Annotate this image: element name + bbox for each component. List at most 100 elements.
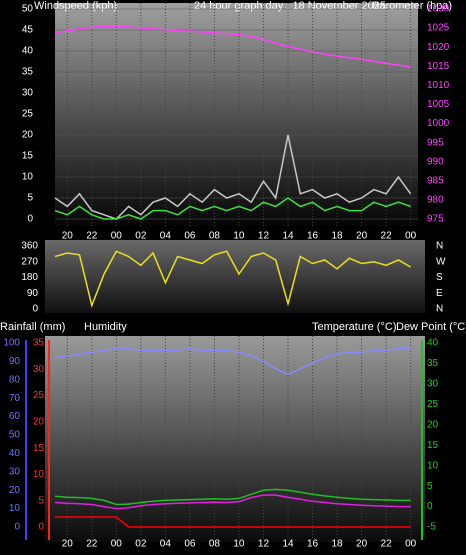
y-tick-label: 70 — [9, 393, 21, 404]
y2-tick-label: 35 — [427, 358, 439, 369]
y-tick-label: 90 — [27, 288, 39, 299]
y-tick-label: 90 — [9, 356, 21, 367]
y-tick-label: 270 — [21, 256, 38, 267]
y-tick-label: 0 — [32, 304, 38, 315]
x-tick-label: 22 — [381, 231, 393, 242]
y-tick-label: 25 — [22, 109, 34, 120]
legend-label: Dew Point (°C) — [396, 321, 466, 333]
chart-title: 24 hour graph day : 18 November 2025 — [194, 0, 386, 12]
y-tick-label: 30 — [9, 466, 21, 477]
plot-bg — [45, 336, 425, 542]
x-tick-label: 10 — [233, 539, 245, 550]
y3-tick-label: 20 — [33, 416, 45, 427]
y-axis-label: Windspeed (kph) — [34, 0, 117, 12]
plot-bg — [45, 240, 425, 313]
legend-label: Temperature (°C) — [312, 321, 396, 333]
y-tick-label: 100 — [3, 338, 20, 349]
y2-tick-label: 1005 — [427, 99, 450, 110]
y2-tick-label: S — [436, 272, 443, 283]
y-tick-label: 360 — [21, 241, 38, 252]
x-tick-label: 18 — [331, 231, 343, 242]
y2-tick-label: 20 — [427, 419, 439, 430]
plot-bg — [55, 3, 418, 226]
y-tick-label: 50 — [9, 430, 21, 441]
y2-tick-label: W — [436, 256, 446, 267]
y-tick-label: 10 — [22, 172, 34, 183]
y-tick-label: 180 — [21, 272, 38, 283]
y2-tick-label: 1030 — [427, 4, 450, 15]
y-tick-label: 35 — [22, 67, 34, 78]
y2-tick-label: E — [436, 288, 443, 299]
y2-tick-label: 0 — [427, 501, 433, 512]
series-line — [54, 347, 411, 376]
y3-tick-label: 30 — [33, 364, 45, 375]
x-tick-label: 04 — [160, 539, 172, 550]
x-tick-label: 22 — [86, 539, 98, 550]
y-tick-label: 20 — [22, 130, 34, 141]
y2-tick-label: 30 — [427, 379, 439, 390]
y-tick-label: 15 — [22, 151, 34, 162]
x-tick-label: 04 — [160, 231, 172, 242]
x-tick-label: 00 — [405, 231, 417, 242]
y-tick-label: 5 — [27, 193, 33, 204]
y2-tick-label: 1020 — [427, 42, 450, 53]
y2-tick-label: 1000 — [427, 118, 450, 129]
y2-tick-label: N — [436, 241, 443, 252]
legend-label: Rainfall (mm) — [0, 321, 65, 333]
x-tick-label: 16 — [307, 231, 319, 242]
y2-tick-label: 995 — [427, 137, 444, 148]
y3-tick-label: 10 — [33, 469, 45, 480]
y-tick-label: 80 — [9, 374, 21, 385]
x-tick-label: 20 — [62, 231, 74, 242]
y-tick-label: 40 — [22, 46, 34, 57]
series-line — [54, 494, 411, 510]
x-tick-label: 08 — [209, 539, 221, 550]
y2-tick-label: 25 — [427, 399, 439, 410]
series-line — [54, 25, 411, 68]
y2-tick-label: 1015 — [427, 61, 450, 72]
x-tick-label: 10 — [233, 231, 245, 242]
x-tick-label: 20 — [356, 539, 368, 550]
x-tick-label: 02 — [135, 231, 147, 242]
x-tick-label: 14 — [282, 539, 294, 550]
x-tick-label: 06 — [184, 539, 196, 550]
y2-tick-label: 980 — [427, 195, 444, 206]
series-line — [54, 250, 411, 308]
y-tick-label: 30 — [22, 88, 34, 99]
series-line — [54, 488, 411, 506]
x-tick-label: 00 — [111, 539, 123, 550]
y-tick-label: 60 — [9, 411, 21, 422]
series-line — [54, 197, 411, 220]
y2-tick-label: -5 — [427, 522, 436, 533]
x-tick-label: 06 — [184, 231, 196, 242]
y3-tick-label: 25 — [33, 390, 45, 401]
y3-tick-label: 5 — [38, 495, 44, 506]
y2-axis-label: Barometer (hpa) — [372, 0, 452, 12]
series-line — [55, 516, 411, 528]
y-tick-label: 0 — [14, 522, 20, 533]
y-tick-label: 50 — [22, 4, 34, 15]
x-tick-label: 08 — [209, 231, 221, 242]
y2-tick-label: 5 — [427, 481, 433, 492]
y-tick-label: 10 — [9, 503, 21, 514]
x-tick-label: 02 — [135, 539, 147, 550]
y2-tick-label: 1010 — [427, 80, 450, 91]
x-tick-label: 14 — [282, 231, 294, 242]
y3-tick-label: 15 — [33, 443, 45, 454]
x-tick-label: 12 — [258, 539, 270, 550]
y2-tick-label: 990 — [427, 156, 444, 167]
y3-tick-label: 0 — [38, 522, 44, 533]
y-tick-label: 45 — [22, 25, 34, 36]
y2-tick-label: 15 — [427, 440, 439, 451]
y3-tick-label: 35 — [33, 338, 45, 349]
y2-tick-label: 985 — [427, 175, 444, 186]
y2-tick-label: 975 — [427, 214, 444, 225]
x-tick-label: 20 — [62, 539, 74, 550]
x-tick-label: 22 — [86, 231, 98, 242]
x-tick-label: 18 — [331, 539, 343, 550]
y2-tick-label: 10 — [427, 460, 439, 471]
x-tick-label: 22 — [381, 539, 393, 550]
y2-tick-label: 40 — [427, 338, 439, 349]
